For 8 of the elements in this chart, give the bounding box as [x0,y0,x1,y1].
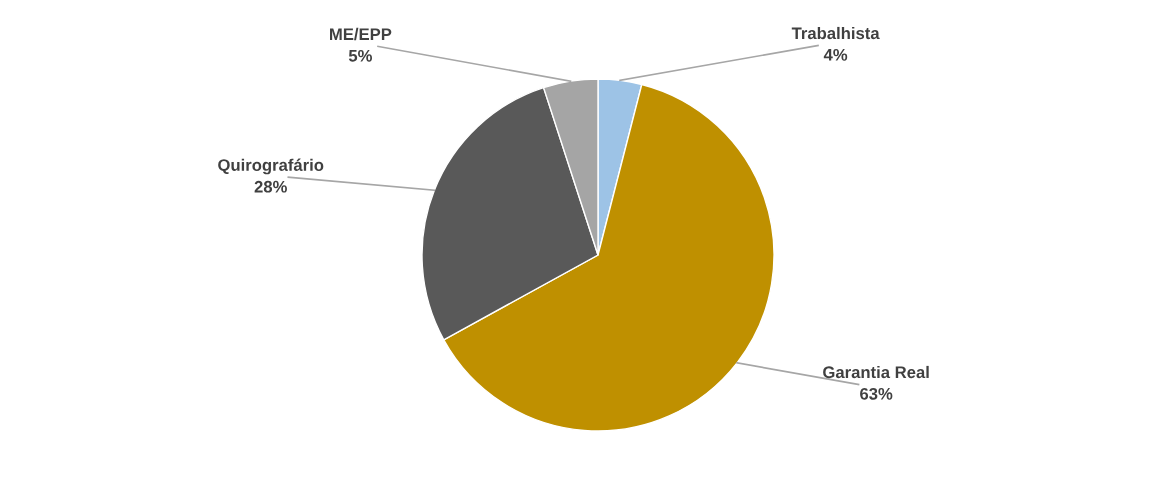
slice-label: ME/EPP [330,27,392,41]
slice-label: Trabalhista [791,26,880,40]
data-label: 63% [860,387,893,400]
slice-label: Garantia Real [823,365,929,379]
slice-label: Quirografário [218,158,324,175]
data-label: 4% [823,48,848,61]
data-label: 5% [348,49,373,62]
data-label: 28% [254,180,287,193]
